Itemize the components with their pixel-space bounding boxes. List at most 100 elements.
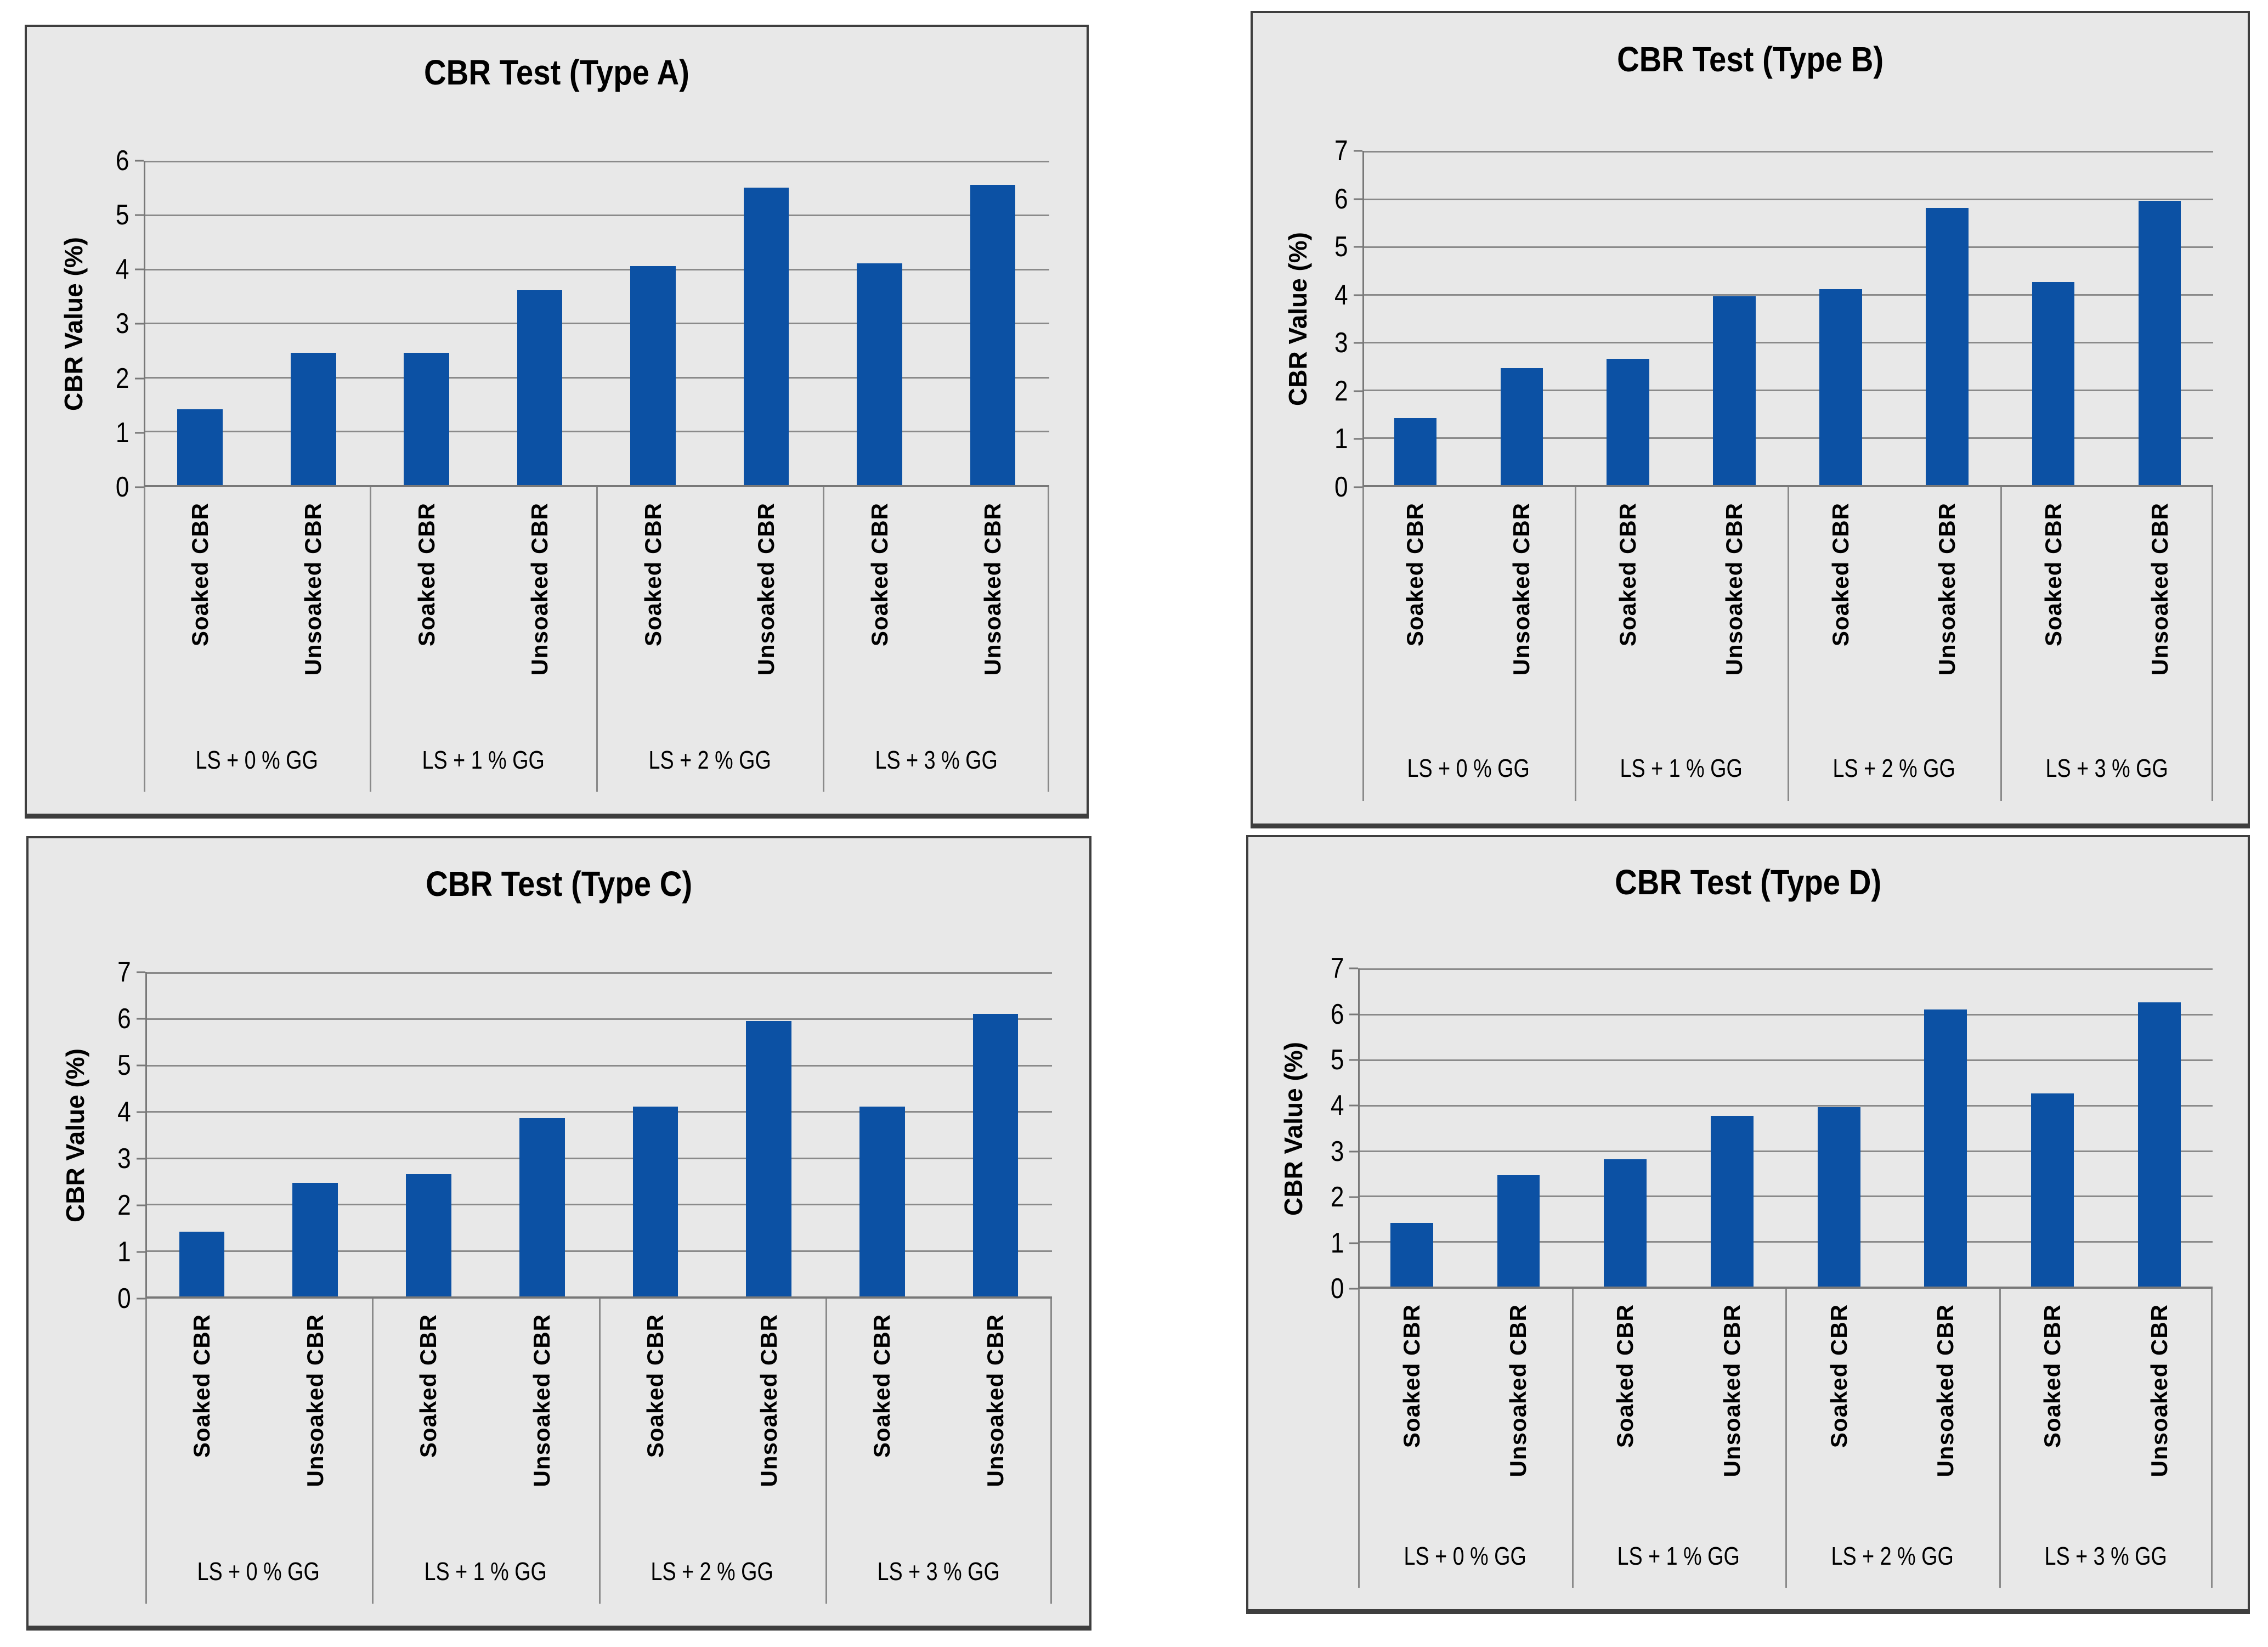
- y-tick-mark: [1349, 967, 1359, 969]
- y-tick-mark: [1349, 1150, 1359, 1153]
- category-label: Soaked CBR: [186, 502, 213, 646]
- category-cell: Unsoaked CBR: [258, 1299, 372, 1539]
- category-label: Unsoaked CBR: [1933, 503, 1960, 676]
- chart-title-text: CBR Test (Type A): [424, 52, 689, 92]
- category-label: Unsoaked CBR: [2146, 1304, 2172, 1477]
- y-tick-mark: [134, 268, 144, 270]
- gridline: [143, 431, 1050, 433]
- bar-unsoaked-cbr: [2137, 1002, 2181, 1287]
- group-separator-line: [1571, 1289, 1574, 1588]
- gridline: [1362, 151, 2213, 153]
- category-cell: Soaked CBR: [599, 1299, 712, 1539]
- bar-soaked-cbr: [857, 263, 902, 485]
- category-cell: Unsoaked CBR: [2106, 1289, 2213, 1525]
- chart-title: CBR Test (Type B): [1253, 39, 2248, 80]
- category-axis-area: Soaked CBR Unsoaked CBR Soaked CBR Unsoaked…: [145, 1299, 1053, 1604]
- category-axis-area: Soaked CBR Unsoaked CBR Soaked CBR Unsoaked…: [1362, 487, 2213, 801]
- category-cell: Soaked CBR: [1785, 1289, 1892, 1525]
- category-cell: Unsoaked CBR: [1681, 487, 1788, 735]
- y-axis-title-text: CBR Value (%): [59, 236, 88, 411]
- category-cell: Soaked CBR: [144, 487, 257, 727]
- bar-unsoaked-cbr: [290, 352, 336, 485]
- y-tick-mark: [1349, 1196, 1359, 1198]
- category-cell: Soaked CBR: [1362, 487, 1469, 735]
- group-label-row: LS + 0 % GG LS + 1 % GG LS + 2 % GG LS + 3 …: [144, 727, 1050, 792]
- category-label: Unsoaked CBR: [302, 1314, 328, 1487]
- group-label: LS + 0 % GG: [1404, 1542, 1526, 1571]
- gridline: [1358, 1059, 2213, 1061]
- category-label: Soaked CBR: [1827, 503, 1853, 647]
- category-cell: Unsoaked CBR: [483, 487, 596, 727]
- group-separator-line: [1785, 1289, 1788, 1588]
- category-cell: Soaked CBR: [145, 1299, 259, 1539]
- group-separator-line: [145, 1299, 147, 1604]
- group-cell: LS + 2 % GG: [596, 727, 823, 792]
- bar-soaked-cbr: [630, 266, 676, 485]
- group-separator-line: [1048, 487, 1050, 792]
- category-cell: Unsoaked CBR: [257, 487, 370, 727]
- bar-soaked-cbr: [1607, 358, 1649, 486]
- bar-soaked-cbr: [1819, 289, 1862, 486]
- chart-title: CBR Test (Type D): [1248, 862, 2248, 903]
- y-tick-mark: [1349, 1013, 1359, 1016]
- gridline: [1358, 1241, 2213, 1243]
- group-cell: LS + 1 % GG: [372, 1539, 598, 1604]
- plot-area: [1358, 968, 2213, 1289]
- bar-soaked-cbr: [1390, 1223, 1433, 1287]
- group-cell: LS + 1 % GG: [370, 727, 596, 792]
- category-label: Soaked CBR: [642, 1314, 668, 1458]
- group-separator-line: [1575, 487, 1577, 801]
- y-tick-mark: [1353, 150, 1362, 152]
- y-tick-mark: [134, 377, 144, 380]
- group-cell: LS + 1 % GG: [1575, 735, 1788, 801]
- gridline: [143, 376, 1050, 379]
- category-label: Unsoaked CBR: [1932, 1304, 1959, 1477]
- group-label: LS + 1 % GG: [1620, 753, 1743, 782]
- category-cell: Unsoaked CBR: [939, 1299, 1053, 1539]
- y-axis-line: [145, 972, 147, 1604]
- group-cell: LS + 3 % GG: [823, 727, 1049, 792]
- category-label: Soaked CBR: [640, 502, 666, 646]
- group-label: LS + 1 % GG: [424, 1557, 547, 1586]
- plot-area: [1362, 151, 2213, 488]
- chart-title: CBR Test (Type C): [29, 864, 1089, 904]
- y-axis-line: [143, 160, 145, 792]
- y-tick-mark: [1349, 1104, 1359, 1107]
- category-cell: Unsoaked CBR: [2107, 487, 2213, 735]
- group-cell: LS + 0 % GG: [144, 727, 370, 792]
- category-label: Unsoaked CBR: [982, 1314, 1008, 1487]
- y-tick-mark: [1353, 342, 1362, 344]
- category-cell: Unsoaked CBR: [712, 1299, 825, 1539]
- bar-soaked-cbr: [177, 409, 223, 485]
- group-separator-line: [1362, 487, 1364, 801]
- bar-unsoaked-cbr: [292, 1183, 338, 1297]
- group-label: LS + 3 % GG: [875, 745, 998, 774]
- category-cell: Soaked CBR: [370, 487, 483, 727]
- category-cell: Soaked CBR: [1358, 1289, 1465, 1525]
- y-axis-title: CBR Value (%): [56, 972, 94, 1299]
- bar-soaked-cbr: [1604, 1159, 1647, 1287]
- category-cell: Unsoaked CBR: [710, 487, 823, 727]
- bar-unsoaked-cbr: [972, 1014, 1019, 1297]
- group-separator-line: [370, 487, 372, 792]
- group-separator-line: [596, 487, 598, 792]
- category-label: Soaked CBR: [1612, 1304, 1638, 1448]
- category-cell: Soaked CBR: [825, 1299, 939, 1539]
- chart-title-text: CBR Test (Type C): [425, 864, 693, 904]
- y-tick-mark: [1353, 246, 1362, 248]
- bar-unsoaked-cbr: [970, 185, 1016, 485]
- bar-soaked-cbr: [1817, 1107, 1860, 1287]
- group-cell: LS + 3 % GG: [2000, 735, 2213, 801]
- bar-unsoaked-cbr: [1713, 296, 1756, 486]
- group-cell: LS + 3 % GG: [1999, 1525, 2213, 1587]
- group-cell: LS + 2 % GG: [599, 1539, 825, 1604]
- gridline: [1362, 294, 2213, 296]
- category-cell: Soaked CBR: [1788, 487, 1894, 735]
- bar-soaked-cbr: [632, 1107, 678, 1297]
- bar-unsoaked-cbr: [1710, 1116, 1754, 1287]
- group-label: LS + 2 % GG: [648, 745, 771, 774]
- category-label: Unsoaked CBR: [1718, 1304, 1745, 1477]
- group-label-row: LS + 0 % GG LS + 1 % GG LS + 2 % GG LS + 3 …: [1358, 1525, 2213, 1587]
- group-label: LS + 1 % GG: [1617, 1542, 1740, 1571]
